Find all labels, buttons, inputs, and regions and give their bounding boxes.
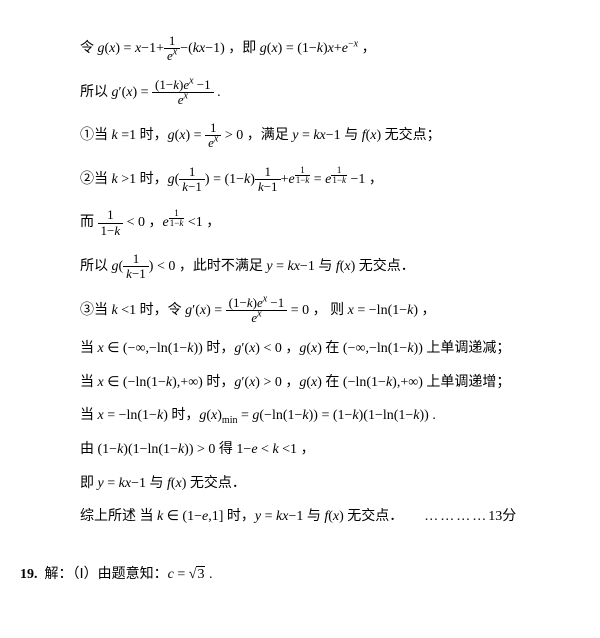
t: 时， [168,408,200,423]
t: 时， [136,128,168,143]
t: . [214,85,221,100]
t: 得 [215,442,236,457]
t: 上单调递增； [423,375,511,390]
t: 而 [80,215,98,230]
t: ， [418,303,436,318]
t: 无交点． [186,476,246,491]
t: 与 [315,259,336,274]
t: 无交点． [355,259,415,274]
t: ， [365,172,383,187]
t: 上单调递减； [423,341,511,356]
line-10: 当 x = −ln(1−k) 时，g(x)min = g(−ln(1−k)) =… [80,406,560,426]
line-3: ①当 k =1 时，g(x) = 1ex > 0 ，满足 y = kx−1 与 … [80,121,560,151]
line-13: 综上所述 当 k ∈ (1−e,1] 时，y = kx−1 与 f(x) 无交点… [80,507,560,527]
t: 所以 [80,85,112,100]
t: 在 [322,341,343,356]
line-9: 当 x ∈ (−ln(1−k),+∞) 时，g′(x) > 0 ，g(x) 在 … [80,373,560,393]
t: 令 [80,41,98,56]
t: 无交点； [381,128,441,143]
line-5: 而 11−k < 0 ，e11−k <1 ， [80,208,560,238]
t: 当 [80,341,98,356]
t: . [429,408,436,423]
t: 时，令 [136,303,185,318]
t: ， [203,215,221,230]
t: 时， [223,509,255,524]
question-19: 19. 解：（Ⅰ）由题意知：c = 3 . [20,565,560,585]
dots: ………… [424,509,488,524]
line-11: 由 (1−k)(1−ln(1−k)) > 0 得 1−e < k <1 ， [80,440,560,460]
t: . [205,567,212,582]
line-4: ②当 k >1 时，g(1k−1) = (1−k)1k−1+e11−k = e1… [80,165,560,195]
t: ， [358,41,376,56]
line-2: 所以 g′(x) = (1−k)ex −1ex . [80,78,560,108]
t: 当 [80,375,98,390]
t: ， [282,375,300,390]
line-1: 令 g(x) = x−1+1ex−(kx−1) ，即 g(x) = (1−k)x… [80,34,560,64]
t: 时， [203,341,235,356]
q19-number: 19. [20,567,38,582]
score: 13分 [488,509,516,524]
t: 在 [322,375,343,390]
line-6: 所以 g(1k−1) < 0 ，此时不满足 y = kx−1 与 f(x) 无交… [80,252,560,282]
t: 与 [146,476,167,491]
t: ③当 [80,303,112,318]
t: ， [145,215,163,230]
t: ②当 [80,172,112,187]
t: 由 [80,442,98,457]
line-8: 当 x ∈ (−∞,−ln(1−k)) 时，g′(x) < 0 ，g(x) 在 … [80,339,560,359]
t: ，此时不满足 [175,259,266,274]
t: ①当 [80,128,112,143]
t: ， [297,442,315,457]
t: 无交点． [344,509,404,524]
t: 与 [303,509,324,524]
t: 时， [136,172,168,187]
t: 综上所述 当 [80,509,157,524]
t: ，即 [225,41,260,56]
t: 所以 [80,259,112,274]
line-12: 即 y = kx−1 与 f(x) 无交点． [80,474,560,494]
t: 时， [203,375,235,390]
t: 解：（Ⅰ）由题意知： [45,567,168,582]
t: ， [282,341,300,356]
line-7: ③当 k <1 时，令 g′(x) = (1−k)ex −1ex = 0 ， 则… [80,296,560,326]
t: 当 [80,408,98,423]
t: 即 [80,476,98,491]
t: ，满足 [243,128,292,143]
t: ， 则 [309,303,348,318]
t: 与 [341,128,362,143]
